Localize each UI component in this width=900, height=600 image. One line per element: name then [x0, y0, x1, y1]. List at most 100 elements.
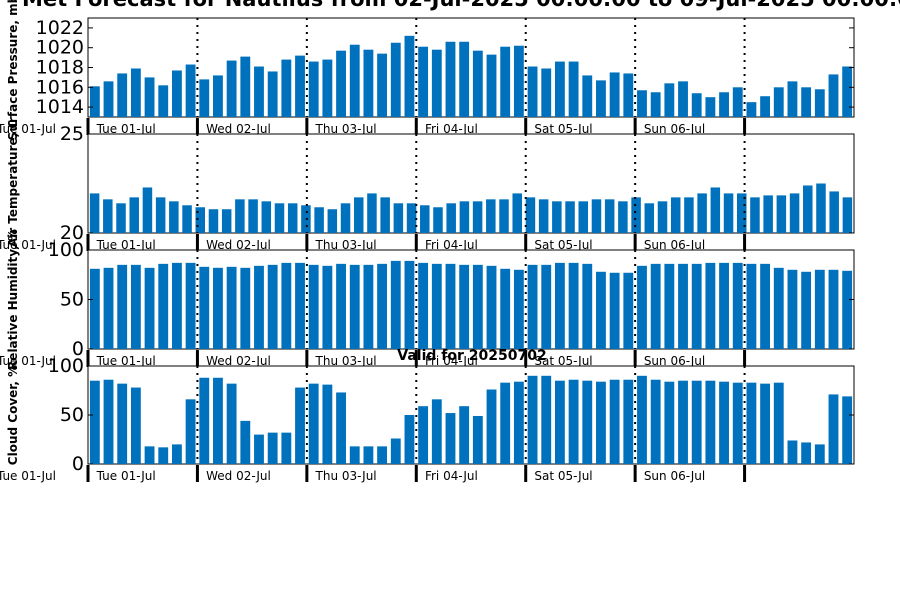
bar: [418, 46, 429, 117]
bar: [623, 73, 634, 117]
chart-subtitle: Valid for 20250702: [397, 348, 546, 364]
bar: [226, 60, 237, 117]
bar: [377, 53, 388, 117]
bar: [787, 440, 798, 464]
bar: [89, 268, 100, 349]
bar: [650, 263, 661, 349]
bar: [171, 70, 182, 117]
bar: [814, 269, 825, 349]
bar: [486, 54, 497, 117]
bar: [565, 201, 575, 233]
bar: [596, 381, 606, 464]
bar: [719, 92, 729, 117]
y-tick-label: 0: [72, 338, 84, 360]
bar: [380, 197, 390, 233]
bar: [512, 193, 522, 233]
bar: [267, 71, 278, 117]
bar: [404, 35, 415, 117]
bar: [527, 66, 538, 117]
bar: [552, 201, 562, 233]
bar: [604, 199, 615, 233]
bar: [568, 379, 579, 464]
bar: [322, 384, 333, 464]
bar: [195, 207, 206, 233]
bar: [631, 197, 641, 233]
bar: [472, 50, 483, 117]
x-day-label: Wed 02-Jul: [206, 238, 271, 252]
x-day-label: Sat 05-Jul: [534, 238, 592, 252]
bar: [295, 55, 305, 117]
bar: [541, 68, 552, 117]
y-axis-label: Cloud Cover, %: [6, 365, 20, 465]
bar: [842, 396, 853, 464]
bar: [803, 185, 813, 233]
bar: [144, 77, 155, 117]
y-tick-label: 1022: [36, 17, 84, 39]
bar: [746, 102, 757, 117]
bar: [103, 267, 114, 349]
bar: [582, 263, 593, 349]
bar: [221, 209, 232, 233]
x-day-label: Tue 01-Jul: [96, 354, 156, 368]
y-tick-label: 1014: [36, 96, 84, 118]
bar: [261, 201, 272, 233]
bar: [828, 269, 839, 349]
bar: [254, 66, 264, 117]
bar: [185, 64, 196, 117]
y-tick-label: 20: [60, 222, 84, 244]
x-day-label: Fri 04-Jul: [425, 354, 478, 368]
bar: [760, 263, 771, 349]
y-axis-label: Air Temperature, C: [6, 120, 20, 248]
bar: [554, 61, 565, 117]
bar: [89, 380, 100, 464]
bar: [623, 379, 634, 464]
bar: [336, 392, 346, 464]
bar: [117, 383, 128, 464]
bar: [185, 399, 196, 464]
bar: [314, 207, 324, 233]
bar: [390, 42, 401, 117]
bar: [420, 205, 430, 233]
x-day-label: Tue 01-Jul: [96, 238, 156, 252]
bar: [678, 263, 688, 349]
bar: [719, 262, 729, 349]
bar: [267, 432, 278, 464]
bar: [723, 193, 734, 233]
bar: [235, 199, 245, 233]
bar: [527, 264, 538, 349]
bar: [213, 267, 223, 349]
bar: [431, 399, 442, 464]
bar: [746, 382, 757, 464]
bar: [274, 203, 285, 233]
bar: [763, 195, 773, 233]
bar: [199, 377, 210, 464]
bar: [538, 199, 549, 233]
bar: [697, 193, 707, 233]
bar: [732, 262, 743, 349]
bar: [169, 201, 179, 233]
bar: [390, 438, 401, 464]
bar: [103, 81, 114, 117]
bar: [171, 262, 182, 349]
bar: [393, 203, 404, 233]
bar: [684, 197, 694, 233]
bar: [89, 86, 100, 117]
x-edge-label: Tue 01-Jul: [0, 238, 56, 252]
bar: [377, 263, 388, 349]
bar: [650, 92, 661, 117]
bar: [842, 270, 853, 349]
x-day-label: Wed 02-Jul: [206, 469, 271, 483]
bar: [89, 193, 100, 233]
bar: [787, 269, 798, 349]
bar: [363, 264, 374, 349]
bar: [281, 432, 292, 464]
bar: [295, 262, 305, 349]
bar: [459, 41, 470, 118]
bar: [472, 415, 483, 464]
bar: [568, 262, 579, 349]
bar: [568, 61, 579, 117]
y-tick-label: 25: [60, 123, 84, 145]
